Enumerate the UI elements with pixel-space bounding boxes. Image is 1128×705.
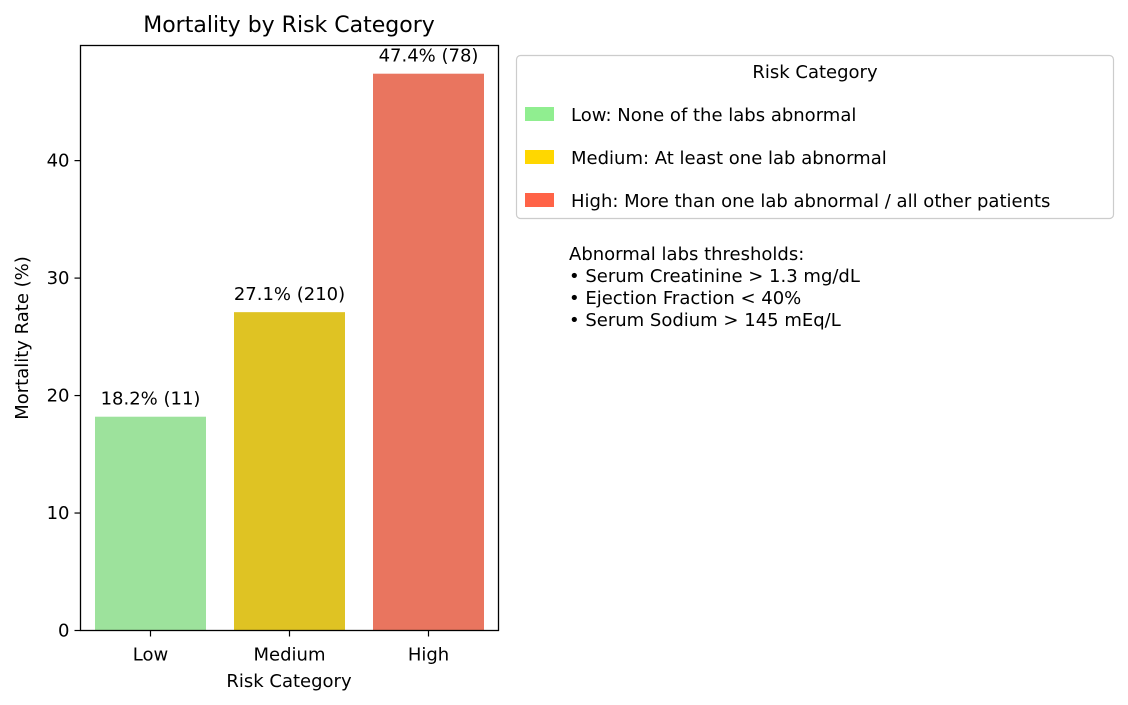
legend-entry-label: High: More than one lab abnormal / all o… xyxy=(571,191,1050,212)
y-tick-label: 10 xyxy=(47,503,70,524)
bar-value-label: 18.2% (11) xyxy=(101,389,201,410)
legend-swatch xyxy=(525,107,554,121)
x-axis-label: Risk Category xyxy=(226,671,352,692)
y-tick-label: 20 xyxy=(47,386,70,407)
annotation-line: • Serum Creatinine > 1.3 mg/dL xyxy=(569,266,860,287)
legend-frame xyxy=(515,54,1115,220)
x-tick-label: High xyxy=(408,645,449,666)
bar-high xyxy=(373,73,484,631)
bar-low xyxy=(95,416,206,631)
legend-entry-label: Low: None of the labs abnormal xyxy=(571,105,856,126)
y-axis-label: Mortality Rate (%) xyxy=(12,256,33,420)
bar-value-label: 47.4% (78) xyxy=(379,46,479,67)
bar-medium xyxy=(234,312,345,631)
bar-value-label: 27.1% (210) xyxy=(234,284,345,305)
chart-title: Mortality by Risk Category xyxy=(143,13,435,38)
annotation-line: • Serum Sodium > 145 mEq/L xyxy=(569,310,841,331)
annotation-heading: Abnormal labs thresholds: xyxy=(569,244,804,265)
threshold-annotation: Abnormal labs thresholds: • Serum Creati… xyxy=(569,244,860,331)
y-tick-label: 40 xyxy=(47,151,70,172)
annotation-line: • Ejection Fraction < 40% xyxy=(569,288,801,309)
y-tick-label: 0 xyxy=(58,621,69,642)
y-tick-label: 30 xyxy=(47,268,70,289)
legend-swatch xyxy=(525,150,554,164)
legend-entry-label: Medium: At least one lab abnormal xyxy=(571,148,887,169)
legend-swatch xyxy=(525,193,554,207)
plot-frame xyxy=(79,44,500,632)
x-tick-label: Low xyxy=(133,645,168,666)
legend: Risk Category Low: None of the labs abno… xyxy=(515,54,1115,220)
legend-title: Risk Category xyxy=(752,62,878,83)
x-tick-label: Medium xyxy=(254,645,326,666)
